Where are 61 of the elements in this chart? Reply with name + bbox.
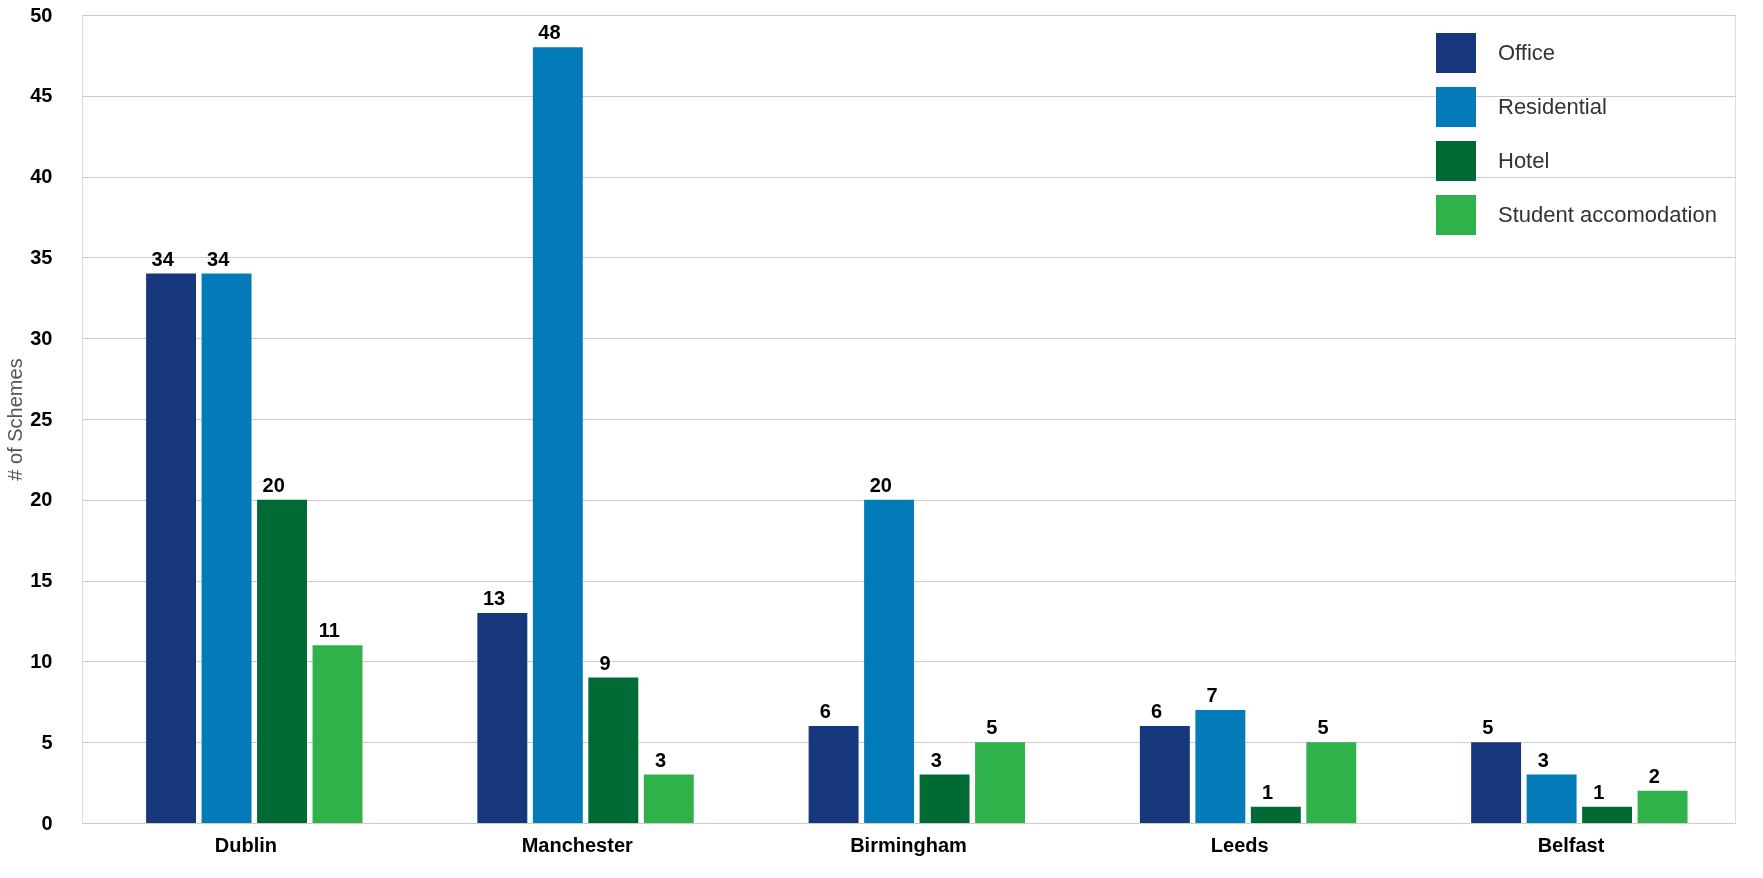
bar: [1582, 806, 1633, 823]
legend-label: Hotel: [1498, 148, 1550, 173]
x-tick-label: Leeds: [1210, 833, 1269, 856]
y-tick-label: 10: [30, 649, 53, 672]
bar: [1139, 726, 1190, 823]
y-tick-label: 25: [30, 407, 53, 430]
legend-label: Residential: [1498, 94, 1607, 119]
bar: [643, 774, 694, 823]
data-label: 9: [599, 651, 611, 674]
data-label: 1: [1593, 780, 1605, 803]
x-tick-label: Manchester: [521, 833, 634, 856]
legend-label: Student accomodation: [1498, 202, 1717, 227]
legend-label: Office: [1498, 40, 1556, 65]
data-label: 48: [538, 21, 561, 44]
data-label: 2: [1648, 764, 1660, 787]
bar: [588, 677, 639, 823]
y-tick-label: 45: [30, 84, 53, 107]
x-tick-label: Belfast: [1537, 833, 1605, 856]
data-label: 5: [1482, 716, 1494, 739]
x-tick-label: Dublin: [214, 833, 278, 856]
y-tick-label: 30: [30, 326, 53, 349]
bar: [532, 47, 583, 823]
bar: [808, 726, 859, 823]
y-tick-label: 40: [30, 165, 53, 188]
bar: [1637, 790, 1688, 823]
bar: [1250, 806, 1301, 823]
bar: [201, 273, 252, 823]
bar: [1195, 709, 1246, 823]
data-label: 3: [654, 748, 667, 771]
data-label: 20: [869, 473, 892, 496]
y-tick-label: 5: [41, 730, 53, 753]
bar: [1471, 742, 1522, 823]
bar: [312, 645, 363, 823]
data-label: 7: [1206, 683, 1218, 706]
bar: [257, 499, 308, 823]
data-label: 34: [151, 247, 175, 270]
bar: [146, 273, 197, 823]
data-label: 6: [819, 700, 831, 723]
bar: [1306, 742, 1357, 823]
bar: [919, 774, 970, 823]
y-axis-title: # of Schemes: [4, 358, 27, 481]
y-tick-label: 0: [41, 811, 53, 834]
y-tick-label: 20: [30, 488, 53, 511]
y-tick-label: 50: [30, 3, 53, 26]
y-tick-label: 35: [30, 245, 53, 268]
y-tick-label: 15: [30, 569, 53, 592]
data-label: 3: [1537, 748, 1549, 771]
bar: [864, 499, 915, 823]
data-label: 5: [986, 716, 998, 739]
x-tick-label: Birmingham: [850, 833, 967, 856]
data-label: 3: [930, 748, 942, 771]
bar: [975, 742, 1026, 823]
data-label: 20: [262, 473, 285, 496]
bar: [477, 612, 528, 823]
data-label: 34: [207, 247, 231, 270]
data-label: 13: [482, 586, 506, 609]
data-label: 1: [1261, 780, 1274, 803]
data-label: 5: [1317, 716, 1329, 739]
data-label: 6: [1150, 700, 1163, 723]
bar: [1526, 774, 1577, 823]
data-label: 11: [318, 619, 340, 642]
